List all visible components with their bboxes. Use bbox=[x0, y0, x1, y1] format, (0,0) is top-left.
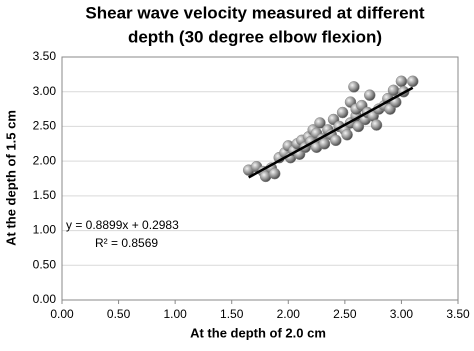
trendline-equation: y = 0.8899x + 0.2983 bbox=[66, 218, 179, 232]
y-tick-label: 1.00 bbox=[33, 223, 57, 237]
point bbox=[336, 106, 349, 119]
trendline bbox=[248, 86, 414, 179]
point bbox=[352, 120, 365, 133]
x-axis-label: At the depth of 2.0 cm bbox=[190, 325, 326, 340]
r-squared: R² = 0.8569 bbox=[95, 236, 158, 250]
point bbox=[341, 129, 353, 141]
x-tick-label: 2.00 bbox=[277, 307, 301, 321]
point bbox=[318, 138, 331, 150]
point bbox=[348, 81, 360, 93]
chart-title: depth (30 degree elbow flexion) bbox=[128, 27, 382, 46]
point bbox=[406, 75, 419, 88]
x-tick-label: 3.50 bbox=[446, 307, 470, 321]
y-tick-label: 2.00 bbox=[33, 153, 57, 167]
x-tick-label: 1.00 bbox=[163, 307, 187, 321]
y-tick-label: 0.50 bbox=[33, 257, 57, 271]
plot-border bbox=[61, 56, 459, 301]
y-tick-label: 1.50 bbox=[33, 188, 57, 202]
point bbox=[314, 117, 326, 129]
point bbox=[370, 119, 383, 131]
y-tick-label: 0.00 bbox=[33, 292, 57, 306]
y-tick-label: 2.50 bbox=[33, 119, 57, 133]
x-tick-label: 0.50 bbox=[107, 307, 131, 321]
point bbox=[387, 84, 400, 97]
point bbox=[330, 134, 342, 147]
x-tick-label: 2.50 bbox=[333, 307, 357, 321]
y-tick-label: 3.50 bbox=[33, 49, 57, 63]
x-tick-label: 3.00 bbox=[390, 307, 414, 321]
y-axis-label: At the depth of 1.5 cm bbox=[3, 110, 18, 246]
x-tick-label: 1.50 bbox=[220, 307, 244, 321]
point bbox=[363, 89, 376, 101]
x-tick-label: 0.00 bbox=[50, 307, 74, 321]
point bbox=[395, 75, 408, 88]
y-tick-label: 3.00 bbox=[33, 84, 57, 98]
point bbox=[268, 167, 281, 180]
chart-title: Shear wave velocity measured at differen… bbox=[85, 3, 425, 22]
